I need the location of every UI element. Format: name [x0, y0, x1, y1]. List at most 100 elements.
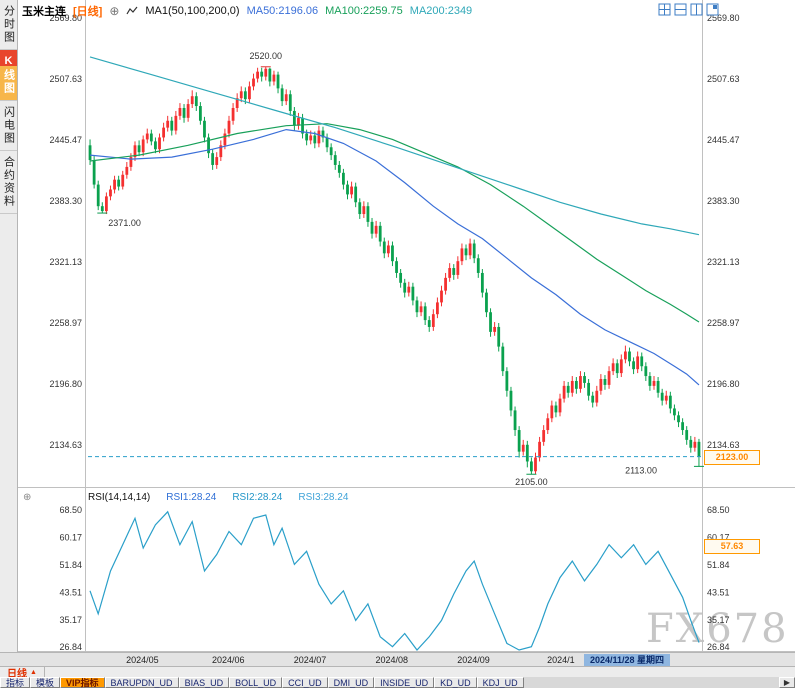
candle-body [178, 108, 182, 116]
rsi3-value: RSI3:28.24 [298, 492, 349, 503]
period-tag: [日线] [73, 6, 103, 18]
candle-body [256, 71, 259, 79]
candle-body [382, 241, 386, 254]
candle-body [207, 137, 210, 154]
candle-body [648, 376, 652, 386]
rsi-axis-label: 51.84 [59, 560, 82, 570]
price-axis-label: 2507.63 [707, 74, 740, 84]
rsi1-value: RSI1:28.24 [166, 492, 217, 503]
candle-body [530, 461, 533, 472]
x-axis-month-label: 2024/08 [375, 655, 408, 665]
rsi-axis-label: 26.84 [59, 642, 82, 652]
price-axis-label: 2134.63 [707, 440, 740, 450]
candle-body [411, 286, 415, 301]
sidebar-item-contract-info[interactable]: 合约资料 [0, 151, 17, 214]
x-axis-month-label: 2024/05 [126, 655, 159, 665]
candle-body [554, 405, 558, 413]
sidebar-item-time-chart[interactable]: 分时图 [0, 0, 17, 50]
candle-body [525, 444, 529, 462]
layout-grid-icon[interactable] [658, 3, 671, 16]
price-axis-label: 2321.13 [707, 257, 740, 267]
candle-body [342, 172, 345, 185]
layout-columns-icon[interactable] [690, 3, 703, 16]
price-annotation: 2113.00 [625, 465, 657, 475]
candle-body [607, 371, 611, 385]
rsi-title[interactable]: RSI(14,14,14) [88, 492, 151, 503]
price-annotation: 2520.00 [249, 51, 282, 61]
indicator-tab[interactable]: BARUPDN_UD [104, 677, 179, 688]
sidebar-item-label: K线图 [2, 55, 15, 95]
rsi-axis-label: 26.84 [707, 642, 730, 652]
price-axis-label: 2258.97 [49, 318, 82, 328]
add-indicator-icon[interactable]: ⊕ [109, 4, 120, 18]
candle-body [137, 145, 141, 153]
candle-body [619, 359, 623, 374]
candle-body [96, 184, 100, 207]
candle-body [591, 395, 595, 403]
candle-body [149, 133, 153, 142]
candle-body [154, 141, 157, 150]
candle-body [346, 184, 349, 195]
sidebar-item-label: 分时图 [2, 5, 15, 44]
ma-line-MA50 [89, 128, 700, 386]
candle-body [472, 243, 476, 259]
indicator-tab[interactable]: KDJ_UD [476, 677, 524, 688]
candle-body [615, 363, 619, 374]
candle-body [288, 94, 292, 111]
ma-settings-label[interactable]: MA1(50,100,200,0) [145, 5, 240, 17]
candle-body [305, 133, 309, 141]
sidebar-item-lightning-chart[interactable]: 闪电图 [0, 101, 17, 151]
candle-body [640, 356, 644, 367]
candle-body [550, 405, 554, 419]
candle-body [88, 145, 92, 161]
candle-body [194, 96, 198, 107]
candle-body [427, 320, 431, 327]
candle-body [656, 380, 660, 393]
indicator-tab[interactable]: BOLL_UD [229, 677, 283, 688]
tab-scroll-right-button[interactable]: ▶ [779, 677, 795, 688]
candle-body [162, 127, 166, 138]
candle-body [673, 408, 676, 416]
candle-body [538, 441, 541, 458]
indicator-tab[interactable]: INSIDE_UD [374, 677, 435, 688]
period-bar: 日线 ▲ [0, 666, 795, 680]
chevron-up-icon: ▲ [30, 668, 37, 676]
indicator-tab[interactable]: KD_UD [434, 677, 477, 688]
candle-body [358, 202, 362, 215]
candle-body [329, 147, 333, 156]
indicator-tab[interactable]: BIAS_UD [178, 677, 230, 688]
indicator-tab[interactable]: VIP指标 [60, 677, 105, 688]
candle-body [170, 120, 174, 131]
rsi-axis-label: 60.17 [707, 533, 730, 543]
indicator-tab[interactable]: 指标 [0, 677, 31, 688]
indicator-tab[interactable]: CCI_UD [282, 677, 328, 688]
layout-rows-icon[interactable] [674, 3, 687, 16]
price-axis-label: 2196.80 [49, 379, 82, 389]
main-chart[interactable]: 2569.80 2569.80 2507.63 2507.63 2445.47 2445.… [0, 0, 795, 652]
rsi-line [89, 510, 700, 651]
layout-expand-icon[interactable] [706, 3, 719, 16]
indicator-tab[interactable]: 模板 [30, 677, 61, 688]
candle-body [133, 145, 137, 158]
candle-body [636, 356, 640, 370]
candle-body [297, 117, 300, 126]
candle-body [268, 68, 272, 82]
period-selector-button[interactable]: 日线 ▲ [0, 667, 45, 680]
candle-body [595, 390, 599, 403]
indicator-tab[interactable]: DMI_UD [327, 677, 375, 688]
candle-body [374, 225, 378, 234]
candle-body [399, 272, 403, 283]
candle-body [223, 133, 227, 146]
current-date-highlight[interactable]: 2024/11/28 星期四 [584, 654, 670, 666]
candle-body [215, 157, 219, 165]
candle-body [603, 378, 607, 385]
sidebar-item-kline-chart[interactable]: K线图 [0, 50, 17, 101]
candle-body [664, 395, 668, 401]
rsi-axis-label: 60.17 [59, 533, 82, 543]
candle-body [276, 74, 280, 89]
candle-body [174, 115, 178, 131]
price-axis-label: 2321.13 [49, 257, 82, 267]
candle-body [125, 166, 129, 175]
rsi-settings-icon[interactable]: ⊕ [23, 492, 32, 503]
price-annotation: 2371.00 [108, 218, 141, 228]
